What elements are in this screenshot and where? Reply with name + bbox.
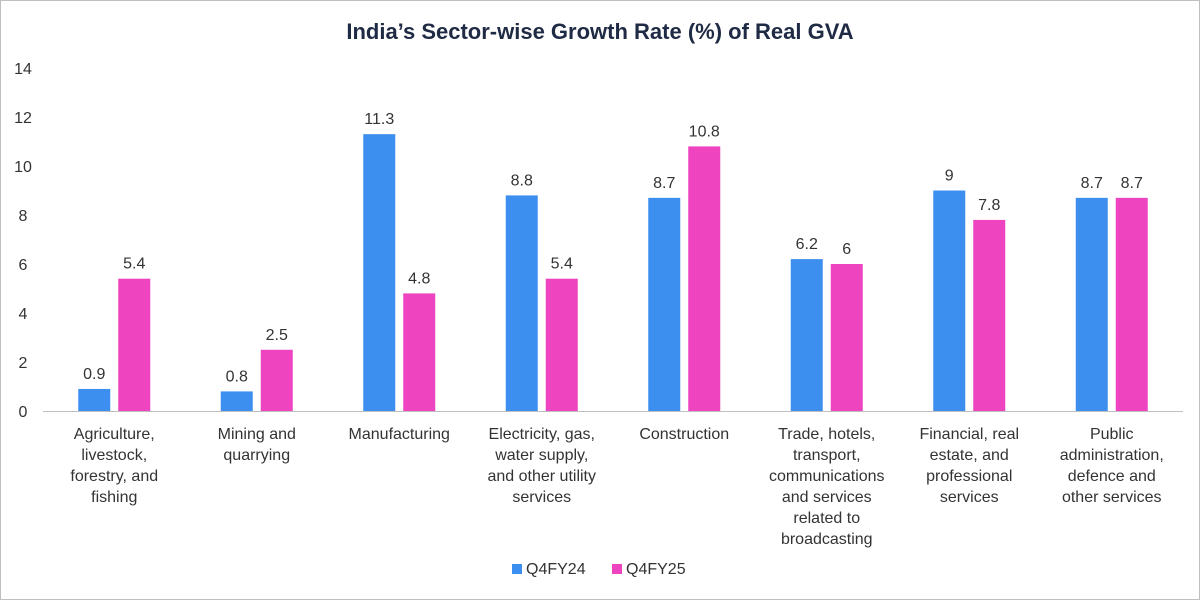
- category-label-line: Financial, real: [919, 426, 1019, 443]
- y-tick-label: 2: [19, 355, 28, 372]
- legend-label: Q4FY24: [526, 561, 586, 578]
- bar-q4fy25-2: [403, 293, 436, 411]
- bar-q4fy25-5: [830, 264, 863, 411]
- bar-q4fy25-6: [973, 219, 1006, 411]
- data-label: 0.8: [226, 368, 248, 385]
- category-label-line: livestock,: [81, 447, 147, 464]
- category-label: Mining and quarrying: [218, 426, 296, 464]
- bar-q4fy24-3: [505, 195, 538, 411]
- legend-swatch: [512, 564, 522, 574]
- category-label-line: quarrying: [223, 447, 290, 464]
- y-tick-label: 8: [19, 208, 28, 225]
- data-label: 11.3: [364, 111, 394, 128]
- bar-q4fy25-4: [688, 146, 721, 411]
- data-label: 10.8: [689, 123, 720, 140]
- y-tick-label: 14: [14, 61, 32, 78]
- category-label-line: water supply,: [494, 447, 588, 464]
- data-label: 5.4: [551, 256, 573, 273]
- y-axis-ticks: 0 2 4 6 8 10 12 14: [14, 61, 32, 421]
- category-label-line: related to: [793, 510, 860, 527]
- data-label: 6: [842, 241, 851, 258]
- category-labels: Agriculture, livestock, forestry, and fishi…: [70, 426, 1163, 548]
- category-label-line: and services: [782, 489, 872, 506]
- y-tick-label: 10: [14, 159, 32, 176]
- category-label-line: estate, and: [930, 447, 1009, 464]
- bar-q4fy24-4: [648, 197, 681, 411]
- bars: [78, 134, 1148, 411]
- bar-q4fy24-2: [363, 134, 396, 411]
- category-label: Financial, real estate, and professional se…: [919, 426, 1019, 506]
- bar-q4fy24-6: [933, 190, 966, 411]
- data-label: 8.7: [1121, 175, 1143, 192]
- category-label-line: fishing: [91, 489, 137, 506]
- data-label: 0.9: [83, 366, 105, 383]
- data-label: 5.4: [123, 256, 145, 273]
- bar-q4fy25-3: [545, 278, 578, 411]
- bar-q4fy24-7: [1075, 197, 1108, 411]
- category-label-line: forestry, and: [70, 468, 158, 485]
- category-label: Construction: [639, 426, 729, 443]
- y-tick-label: 6: [19, 257, 28, 274]
- data-label: 8.7: [653, 175, 675, 192]
- chart-title: India’s Sector-wise Growth Rate (%) of R…: [346, 19, 853, 44]
- bar-q4fy25-1: [260, 349, 293, 411]
- bar-q4fy25-0: [118, 278, 151, 411]
- legend-swatch: [612, 564, 622, 574]
- data-label: 8.7: [1081, 175, 1103, 192]
- category-label-line: defence and: [1068, 468, 1156, 485]
- category-label-line: Electricity, gas,: [489, 426, 595, 443]
- data-label: 6.2: [796, 236, 818, 253]
- category-label-line: Manufacturing: [349, 426, 450, 443]
- data-label: 7.8: [978, 197, 1000, 214]
- data-labels: 0.9 5.4 0.8 2.5 11.3 4.8 8.8 5.4 8.7 10.8 6.2 6 9 7.8…: [83, 111, 1143, 385]
- data-label: 9: [945, 168, 954, 185]
- data-label: 8.8: [511, 172, 533, 189]
- category-label-line: Public: [1090, 426, 1134, 443]
- category-label-line: Trade, hotels,: [778, 426, 875, 443]
- category-label: Agriculture, livestock, forestry, and fishi…: [70, 426, 158, 506]
- category-label: Electricity, gas, water supply, and other …: [487, 426, 596, 506]
- category-label-line: transport,: [793, 447, 861, 464]
- category-label: Public administration, defence and other se…: [1060, 426, 1164, 506]
- bar-q4fy25-7: [1115, 197, 1148, 411]
- y-tick-label: 12: [14, 110, 32, 127]
- data-label: 4.8: [408, 270, 430, 287]
- y-tick-label: 4: [19, 306, 28, 323]
- data-label: 2.5: [266, 327, 288, 344]
- legend-label: Q4FY25: [626, 561, 686, 578]
- category-label: Trade, hotels, transport, communications an…: [769, 426, 885, 548]
- category-label-line: broadcasting: [781, 531, 873, 548]
- category-label-line: and other utility: [487, 468, 596, 485]
- category-label-line: services: [512, 489, 571, 506]
- category-label-line: administration,: [1060, 447, 1164, 464]
- category-label-line: Construction: [639, 426, 729, 443]
- category-label-line: Agriculture,: [74, 426, 155, 443]
- category-label-line: other services: [1062, 489, 1162, 506]
- category-label-line: services: [940, 489, 999, 506]
- category-label: Manufacturing: [349, 426, 450, 443]
- legend: Q4FY24 Q4FY25: [512, 561, 686, 578]
- bar-q4fy24-5: [790, 259, 823, 411]
- category-label-line: communications: [769, 468, 885, 485]
- bar-q4fy24-0: [78, 388, 111, 411]
- category-label-line: Mining and: [218, 426, 296, 443]
- y-tick-label: 0: [19, 404, 28, 421]
- bar-q4fy24-1: [220, 391, 253, 411]
- category-label-line: professional: [926, 468, 1012, 485]
